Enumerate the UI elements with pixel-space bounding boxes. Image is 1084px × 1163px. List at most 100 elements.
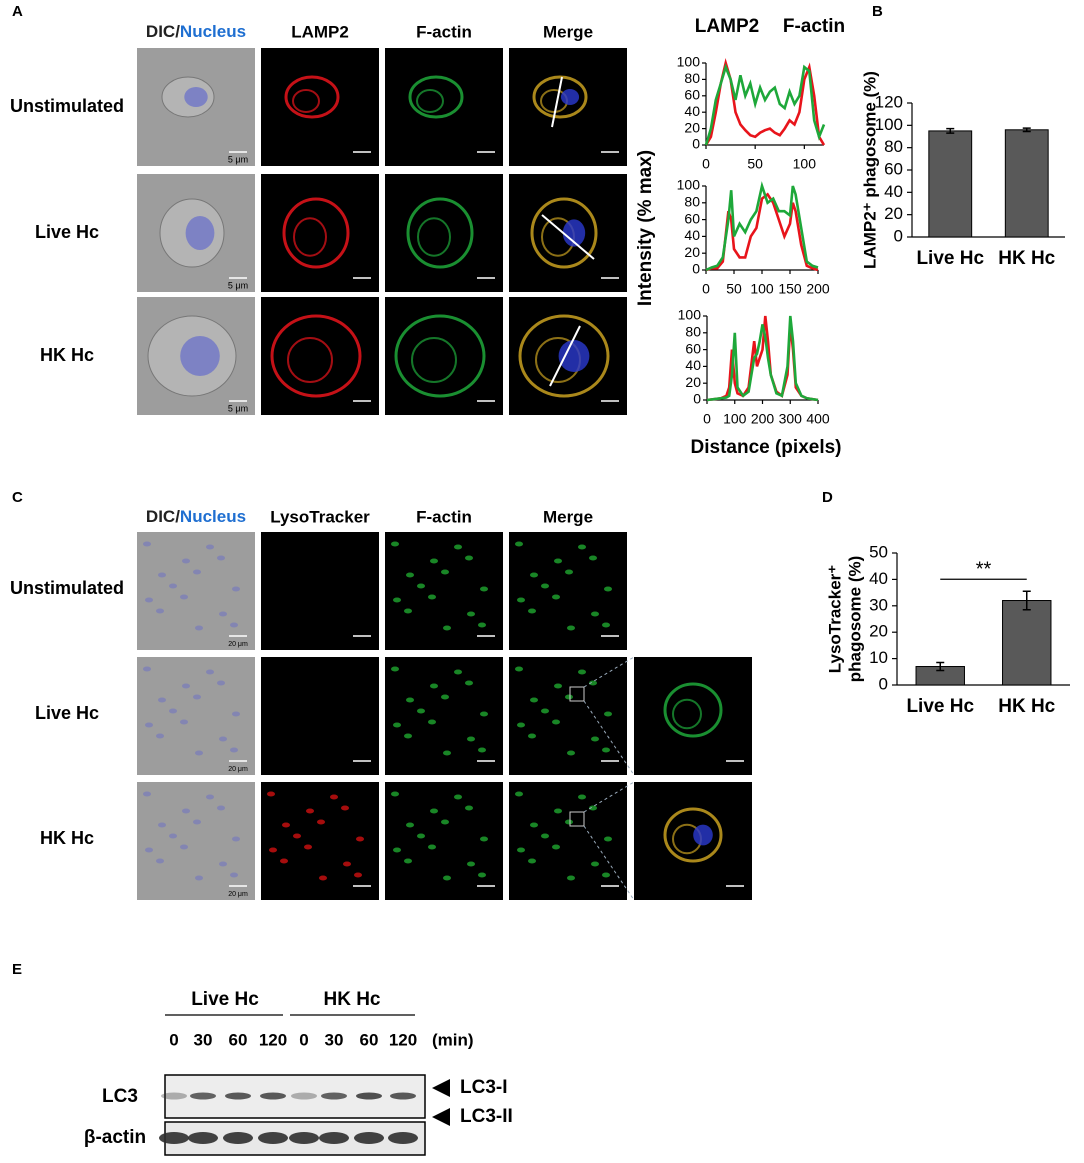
cell-signal [532,75,588,119]
scale-bar-label: 20 μm [228,641,248,648]
time-label: 30 [325,1030,344,1049]
column-header: DIC/Nucleus [146,22,246,41]
y-tick-label: 20 [684,119,700,135]
cell-signal [417,217,451,257]
cell [454,794,462,800]
y-tick-label: 40 [869,569,888,588]
cell [393,597,401,603]
cell [217,680,225,686]
cell [330,794,338,800]
cell [602,872,610,878]
cell [182,558,190,564]
x-tick-label: 150 [778,281,802,297]
y-tick-label: 20 [684,244,700,260]
cell [467,861,475,867]
scale-bar-label: 20 μm [600,891,620,898]
cell [319,875,327,881]
cell [465,680,473,686]
cell [356,836,364,842]
cell [565,694,573,700]
cell [430,558,438,564]
y-tick-label: 80 [684,194,700,210]
scale-bar-label: 5 μm [228,280,248,290]
cell [156,733,164,739]
cell [517,847,525,853]
cell [454,669,462,675]
cell [528,608,536,614]
x-tick-label: 100 [793,156,817,172]
cell [182,683,190,689]
cell [158,572,166,578]
column-header: LysoTracker [270,507,370,526]
bar [928,130,973,238]
cell [515,791,523,797]
cell [430,808,438,814]
cell [269,847,277,853]
y-tick-label: 80 [884,137,903,156]
cell [604,836,612,842]
cell [404,858,412,864]
y-tick-label: 20 [884,204,903,223]
cell [589,805,597,811]
cell-signal [663,682,723,738]
time-unit: (min) [432,1030,474,1049]
cell-signal [394,314,486,398]
scale-bar-label: 20 μm [228,766,248,773]
x-tick-label: Live Hc [916,248,984,269]
cell-signal [282,197,350,269]
x-tick-label: HK Hc [998,248,1055,269]
scale-bar-label: 20 μm [352,891,372,898]
scale-bar-label: 5 μm [476,280,496,290]
micrograph [261,174,379,292]
cell [145,722,153,728]
time-label: 60 [229,1030,248,1049]
y-tick-label: 40 [685,357,701,373]
cell-signal [411,337,457,383]
cell [604,586,612,592]
cell [156,858,164,864]
profile-line [706,315,819,402]
cell [406,697,414,703]
x-tick-label: 400 [806,411,830,427]
profile-arrow [541,214,595,260]
cell-signal [270,314,362,398]
column-header: DIC/Nucleus [146,507,246,526]
column-header: LAMP2 [291,22,349,41]
cell [528,858,536,864]
cell [465,555,473,561]
cell [193,569,201,575]
y-tick-label: 0 [692,136,700,152]
cell [602,747,610,753]
cell [206,544,214,550]
scale-bar-label: 5 μm [600,280,620,290]
cell-signal [416,89,444,113]
legend-entry: LAMP2 [695,16,759,37]
cell-signal [293,217,327,257]
y-tick-label: 100 [677,54,701,70]
cell [145,597,153,603]
y-tick-label: 20 [685,374,701,390]
cell [219,736,227,742]
scale-bar-label: 5 μm [352,403,372,413]
column-header: Merge [543,507,593,526]
micrograph [261,532,379,650]
micrograph [385,48,503,166]
cell [391,791,399,797]
cell-signal [518,314,610,398]
cell [565,569,573,575]
time-label: 120 [259,1030,287,1049]
cell [217,805,225,811]
error-bar [936,661,945,672]
cell-signal [406,197,474,269]
band [225,1092,251,1100]
scale-bar-label: 5 μm [476,154,496,164]
cell [604,711,612,717]
nucleus [562,219,586,247]
scale-bar-label: 5 μm [228,154,248,164]
cell [578,544,586,550]
cell [393,847,401,853]
x-tick-label: 100 [750,281,774,297]
band [289,1132,319,1144]
y-tick-label: 60 [684,87,700,103]
cell [182,808,190,814]
